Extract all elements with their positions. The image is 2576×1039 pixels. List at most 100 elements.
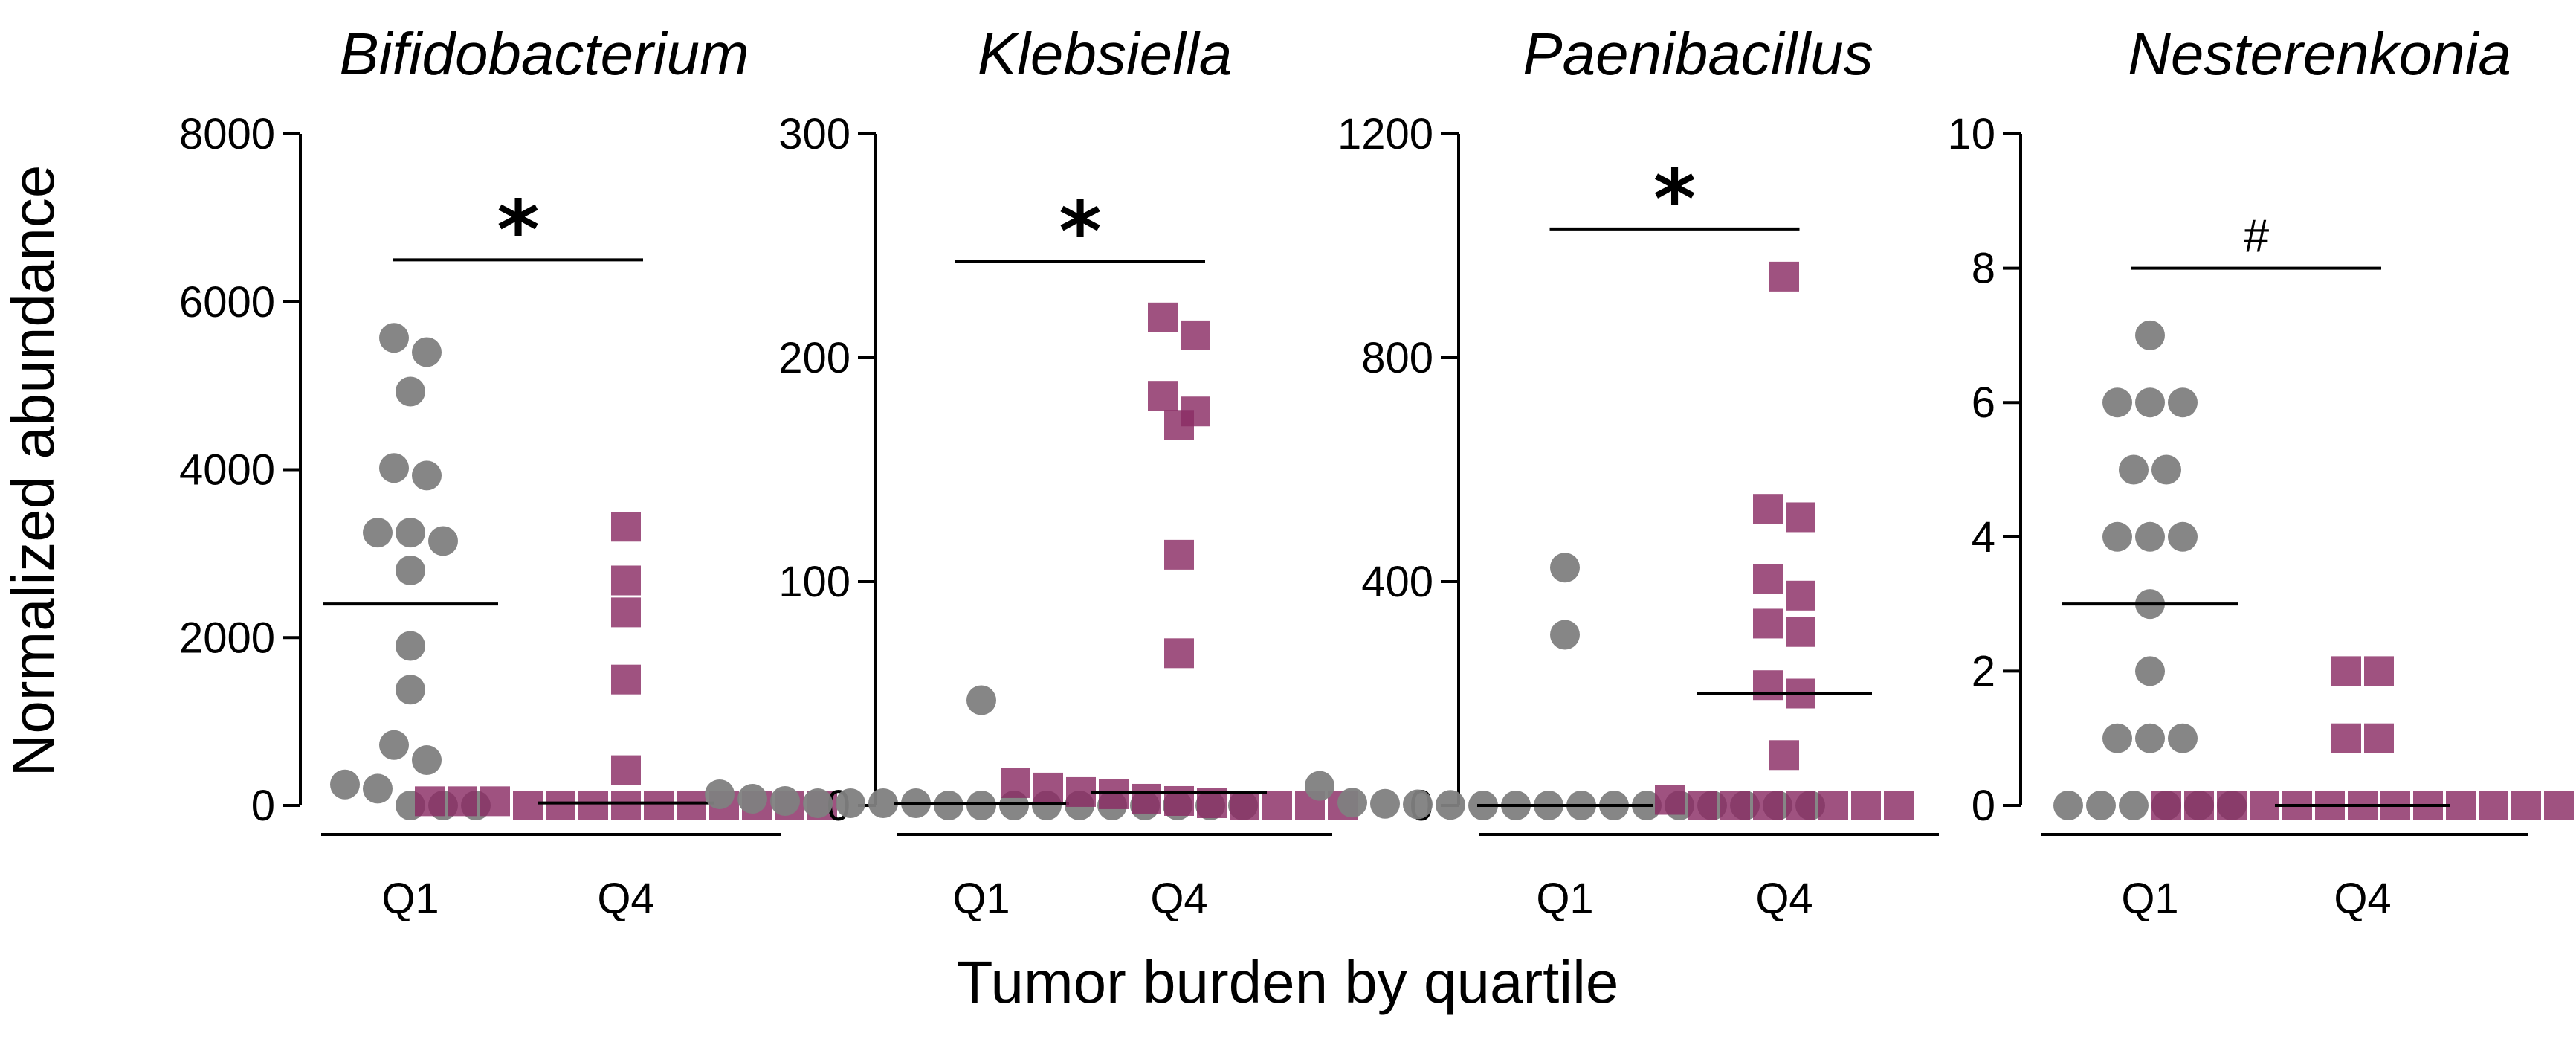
data-point-q4 [1786,580,1815,611]
data-point-q4 [1720,791,1750,820]
data-point-q1 [396,631,425,661]
data-point-q4 [2331,723,2361,753]
data-point-q4 [1753,670,1783,701]
x-axis-title: Tumor burden by quartile [957,949,1619,1015]
data-point-q4 [1181,320,1210,350]
data-point-q1 [1370,788,1400,819]
data-point-q4 [2544,791,2574,820]
data-point-q1 [1436,790,1465,820]
data-point-q4 [2364,723,2394,753]
y-tick-label: 8000 [179,110,275,158]
data-point-q4 [2446,791,2476,820]
y-tick-label: 2 [1972,647,1995,695]
data-point-q1 [2119,791,2149,820]
data-point-q4 [1001,768,1030,798]
category-label-q1: Q1 [381,875,439,923]
y-tick-label: 6000 [179,278,275,327]
data-point-q4 [1132,783,1161,814]
data-point-q4 [2184,791,2214,820]
data-point-q1 [2086,791,2116,820]
data-point-q1 [396,555,425,585]
data-point-q1 [428,526,458,556]
data-point-q1 [2102,723,2132,753]
data-point-q4 [513,791,543,820]
significance-marker: * [1653,152,1697,247]
y-tick-label: 4 [1972,513,1995,562]
data-point-q4 [1148,381,1178,411]
data-point-q4 [1851,791,1881,820]
y-tick-label: 1200 [1337,110,1433,158]
data-point-q1 [1305,771,1334,801]
significance-marker: * [1059,184,1102,280]
category-label-q1: Q1 [2121,875,2178,923]
data-point-q4 [2511,791,2541,820]
data-point-q1 [2168,723,2198,753]
category-label-q4: Q4 [597,875,654,923]
data-point-q4 [1818,791,1848,820]
y-tick-label: 100 [778,558,850,606]
category-label-q1: Q1 [1536,875,1593,923]
panel-title: Klebsiella [978,21,1232,87]
data-point-q1 [396,675,425,705]
data-point-q1 [2102,521,2132,552]
data-point-q4 [2479,791,2508,820]
data-point-q1 [2053,791,2083,820]
data-point-q1 [2135,723,2165,753]
category-label-q4: Q4 [2334,875,2391,923]
data-point-q4 [1688,791,1717,820]
data-point-q4 [2364,656,2394,686]
y-tick-label: 200 [778,334,850,382]
data-point-q4 [1786,791,1815,820]
data-point-q1 [2168,387,2198,418]
y-tick-label: 6 [1972,379,1995,427]
data-point-q1 [934,791,963,820]
panel-paenibacillus: Paenibacillus04008001200Q1Q4* [1305,21,1939,923]
data-point-q4 [2217,791,2247,820]
data-point-q1 [2135,320,2165,350]
data-point-q4 [1753,791,1783,820]
data-point-q1 [1337,788,1367,818]
data-point-q4 [2250,791,2279,820]
category-label-q4: Q4 [1755,875,1812,923]
data-point-q4 [1655,785,1685,815]
data-point-q4 [1769,261,1799,292]
data-point-q4 [644,791,674,820]
data-point-q1 [770,785,800,816]
data-point-q4 [611,565,641,596]
category-label-q1: Q1 [952,875,1010,923]
panel-title: Bifidobacterium [339,21,749,87]
data-point-q4 [578,791,608,820]
data-point-q1 [412,337,442,367]
data-point-q1 [1550,553,1580,583]
data-point-q1 [2119,454,2149,485]
y-tick-label: 0 [1972,782,1995,830]
data-point-q1 [412,460,442,491]
data-point-q4 [1753,494,1783,524]
panel-klebsiella: Klebsiella0100200300Q1Q4* [705,21,1358,923]
panel-nesterenkonia: Nesterenkonia 0 2 4 6 8 10 Q1 Q4 # [1947,21,2574,923]
significance-marker: * [497,182,540,277]
y-tick-label: 4000 [179,446,275,495]
data-point-q1 [379,323,409,353]
data-point-q1 [2151,454,2181,485]
y-tick-label: 400 [1361,558,1433,606]
y-tick-label: 800 [1361,334,1433,382]
data-point-q4 [1786,502,1815,533]
data-point-q1 [868,788,898,818]
category-label-q4: Q4 [1150,875,1207,923]
data-point-q1 [803,788,833,818]
data-point-q4 [415,786,445,817]
data-point-q4 [480,786,510,817]
panel-title: Nesterenkonia [2128,21,2511,87]
data-point-q1 [2102,387,2132,418]
data-point-q1 [836,788,865,818]
data-point-q4 [1262,791,1292,820]
y-axis-title: Normalized abundance [0,165,66,777]
data-point-q1 [1550,620,1580,650]
data-point-q4 [1164,410,1194,440]
data-point-q4 [1164,539,1194,570]
data-point-q1 [966,791,996,820]
data-point-q4 [1099,779,1129,809]
data-point-q1 [1403,789,1433,820]
data-point-q4 [2331,656,2361,686]
